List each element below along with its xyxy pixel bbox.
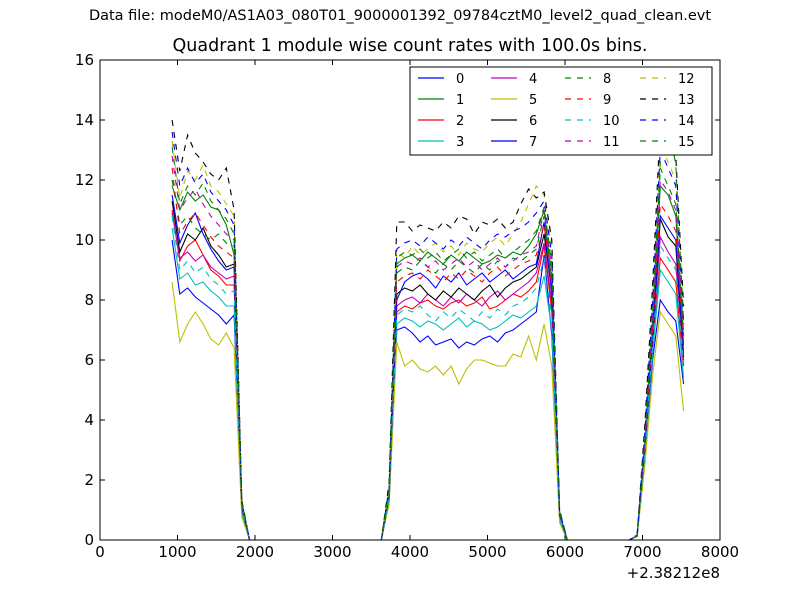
- series-line-4: [171, 212, 685, 541]
- legend-label-15: 15: [678, 135, 695, 150]
- legend-label-3: 3: [456, 135, 464, 150]
- series-line-15: [171, 119, 685, 541]
- series-line-0: [171, 239, 685, 541]
- x-tick-label: 5000: [468, 543, 506, 561]
- x-tick-label: 2000: [236, 543, 274, 561]
- legend-label-13: 13: [678, 93, 695, 108]
- x-tick-label: 6000: [546, 543, 584, 561]
- series-line-13: [171, 119, 685, 541]
- y-tick-label: 4: [84, 411, 94, 429]
- y-tick-label: 6: [84, 351, 94, 369]
- x-tick-label: 1000: [158, 543, 196, 561]
- legend-label-7: 7: [529, 135, 537, 150]
- legend-label-10: 10: [603, 114, 620, 129]
- legend-label-0: 0: [456, 72, 464, 87]
- legend-label-14: 14: [678, 114, 695, 129]
- x-tick-label: 0: [95, 543, 105, 561]
- y-tick-label: 16: [75, 51, 94, 69]
- series-line-11: [171, 155, 685, 541]
- legend-label-1: 1: [456, 93, 464, 108]
- figure-suptitle: Data file: modeM0/AS1A03_080T01_90000013…: [88, 8, 712, 24]
- x-tick-label: 3000: [313, 543, 351, 561]
- series-line-10: [171, 215, 685, 541]
- series-line-2: [171, 209, 685, 541]
- series-layer: [171, 119, 685, 541]
- series-line-1: [171, 184, 685, 541]
- axis-ticks: 0 1000 2000 3000 4000 5000 6000 7000 80000246810…: [75, 51, 739, 561]
- x-tick-label: 7000: [623, 543, 661, 561]
- x-tick-label: 8000: [701, 543, 739, 561]
- y-tick-label: 2: [84, 471, 94, 489]
- x-tick-label: 4000: [391, 543, 429, 561]
- legend-label-8: 8: [603, 72, 611, 87]
- legend-label-4: 4: [529, 72, 537, 87]
- legend-label-12: 12: [678, 72, 695, 87]
- series-line-9: [171, 167, 685, 541]
- y-tick-label: 14: [75, 111, 94, 129]
- x-offset-label: +2.38212e8: [627, 564, 720, 582]
- y-tick-label: 8: [84, 291, 94, 309]
- legend-frame: [409, 66, 713, 156]
- y-tick-label: 0: [84, 531, 94, 549]
- legend-label-2: 2: [456, 114, 464, 129]
- legend-label-6: 6: [529, 114, 537, 129]
- series-line-12: [171, 140, 685, 541]
- y-tick-label: 12: [75, 171, 94, 189]
- series-line-7: [171, 194, 685, 541]
- series-line-8: [171, 167, 685, 541]
- legend-label-11: 11: [603, 135, 620, 150]
- chart-title: Quadrant 1 module wise count rates with …: [172, 36, 648, 56]
- series-line-3: [171, 227, 685, 541]
- y-tick-label: 10: [75, 231, 94, 249]
- legend-label-5: 5: [529, 93, 537, 108]
- legend-label-9: 9: [603, 93, 611, 108]
